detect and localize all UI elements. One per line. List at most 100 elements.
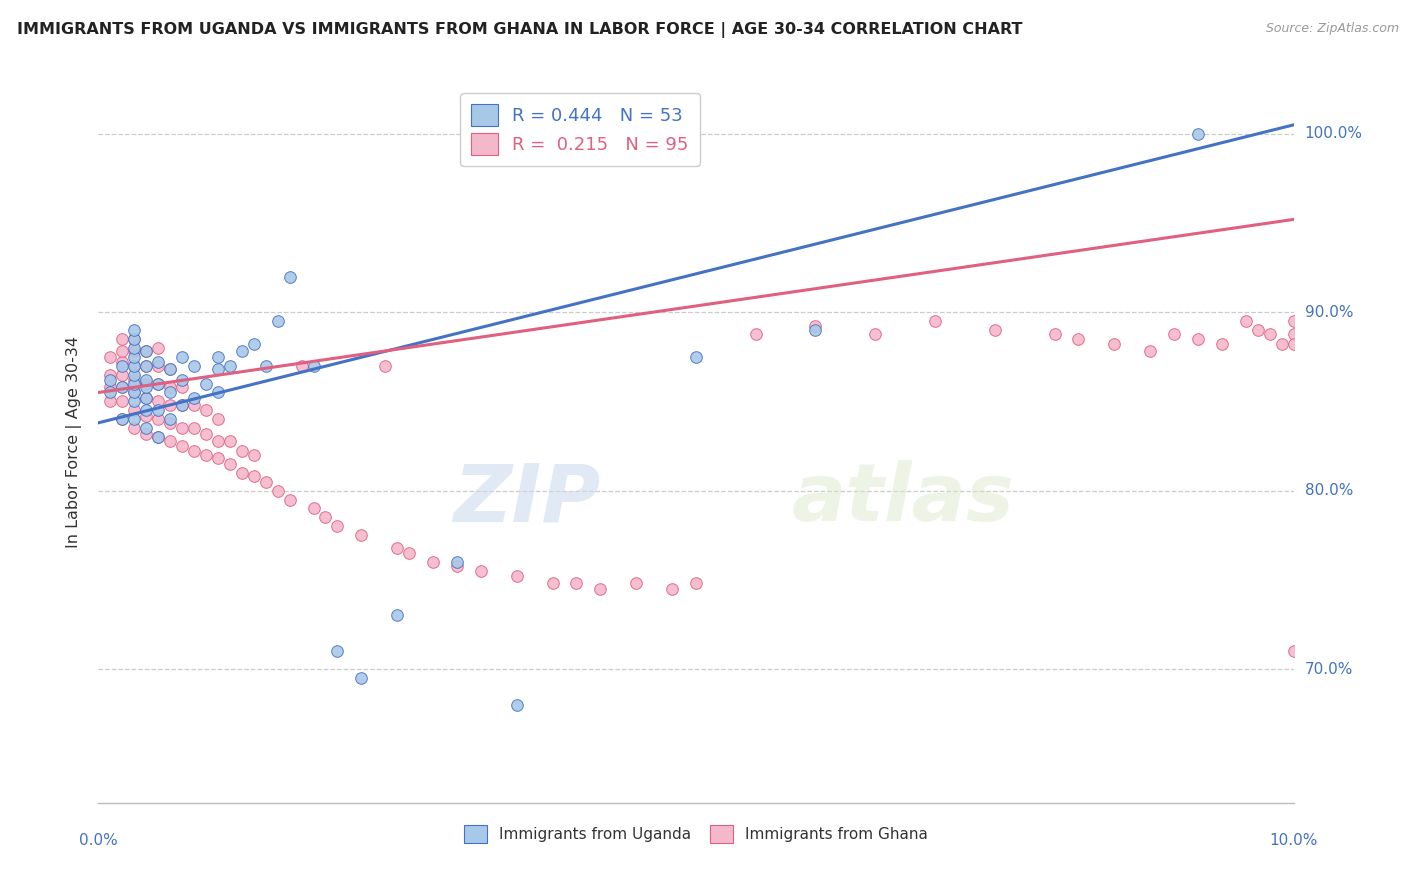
- Point: [183, 421, 205, 435]
- Point: [148, 359, 170, 373]
- Point: [207, 362, 229, 376]
- Point: [124, 350, 146, 364]
- Point: [231, 444, 253, 458]
- Point: [231, 344, 253, 359]
- Point: [254, 475, 277, 489]
- Point: [124, 385, 146, 400]
- Point: [98, 380, 122, 394]
- Point: [1282, 644, 1305, 658]
- Point: [124, 359, 146, 373]
- Point: [135, 403, 157, 417]
- Point: [124, 385, 146, 400]
- Point: [326, 644, 349, 658]
- Point: [172, 439, 194, 453]
- Point: [315, 510, 337, 524]
- Point: [98, 373, 122, 387]
- Point: [124, 344, 146, 359]
- Point: [506, 569, 529, 583]
- Point: [159, 380, 181, 394]
- Point: [135, 426, 157, 441]
- Point: [243, 469, 266, 483]
- Point: [124, 368, 146, 382]
- Point: [148, 394, 170, 409]
- Point: [111, 359, 134, 373]
- Point: [254, 359, 277, 373]
- Point: [183, 391, 205, 405]
- Point: [124, 412, 146, 426]
- Point: [661, 582, 683, 596]
- Text: 100.0%: 100.0%: [1305, 127, 1362, 141]
- Point: [1258, 326, 1281, 341]
- Point: [446, 558, 468, 573]
- Point: [626, 576, 648, 591]
- Point: [278, 492, 301, 507]
- Point: [135, 359, 157, 373]
- Text: 10.0%: 10.0%: [1270, 833, 1317, 848]
- Point: [207, 385, 229, 400]
- Point: [219, 434, 242, 448]
- Point: [398, 546, 420, 560]
- Point: [111, 412, 134, 426]
- Point: [124, 332, 146, 346]
- Point: [195, 376, 218, 391]
- Text: IMMIGRANTS FROM UGANDA VS IMMIGRANTS FROM GHANA IN LABOR FORCE | AGE 30-34 CORRE: IMMIGRANTS FROM UGANDA VS IMMIGRANTS FRO…: [17, 22, 1022, 38]
- Point: [865, 326, 887, 341]
- Point: [124, 394, 146, 409]
- Point: [541, 576, 564, 591]
- Point: [207, 350, 229, 364]
- Text: 70.0%: 70.0%: [1305, 662, 1353, 676]
- Point: [135, 359, 157, 373]
- Point: [385, 541, 409, 555]
- Point: [98, 368, 122, 382]
- Point: [195, 448, 218, 462]
- Point: [1211, 337, 1233, 351]
- Point: [422, 555, 444, 569]
- Point: [135, 409, 157, 423]
- Point: [148, 341, 170, 355]
- Point: [159, 362, 181, 376]
- Point: [804, 323, 827, 337]
- Point: [159, 398, 181, 412]
- Point: [111, 412, 134, 426]
- Point: [111, 380, 134, 394]
- Point: [135, 421, 157, 435]
- Text: Source: ZipAtlas.com: Source: ZipAtlas.com: [1265, 22, 1399, 36]
- Point: [98, 394, 122, 409]
- Point: [148, 430, 170, 444]
- Point: [195, 403, 218, 417]
- Point: [1247, 323, 1270, 337]
- Point: [159, 362, 181, 376]
- Point: [183, 398, 205, 412]
- Point: [148, 412, 170, 426]
- Point: [159, 434, 181, 448]
- Text: ZIP: ZIP: [453, 460, 600, 539]
- Point: [124, 403, 146, 417]
- Point: [207, 434, 229, 448]
- Point: [470, 564, 492, 578]
- Point: [124, 341, 146, 355]
- Point: [98, 385, 122, 400]
- Point: [111, 355, 134, 369]
- Point: [159, 416, 181, 430]
- Point: [135, 391, 157, 405]
- Point: [326, 519, 349, 533]
- Point: [183, 359, 205, 373]
- Point: [924, 314, 946, 328]
- Point: [446, 555, 468, 569]
- Point: [1139, 344, 1161, 359]
- Point: [135, 344, 157, 359]
- Point: [291, 359, 314, 373]
- Point: [589, 582, 612, 596]
- Point: [984, 323, 1007, 337]
- Point: [172, 350, 194, 364]
- Point: [98, 350, 122, 364]
- Point: [207, 412, 229, 426]
- Point: [111, 332, 134, 346]
- Point: [135, 391, 157, 405]
- Y-axis label: In Labor Force | Age 30-34: In Labor Force | Age 30-34: [66, 335, 83, 548]
- Point: [111, 380, 134, 394]
- Point: [195, 426, 218, 441]
- Point: [1163, 326, 1185, 341]
- Point: [148, 403, 170, 417]
- Point: [350, 671, 373, 685]
